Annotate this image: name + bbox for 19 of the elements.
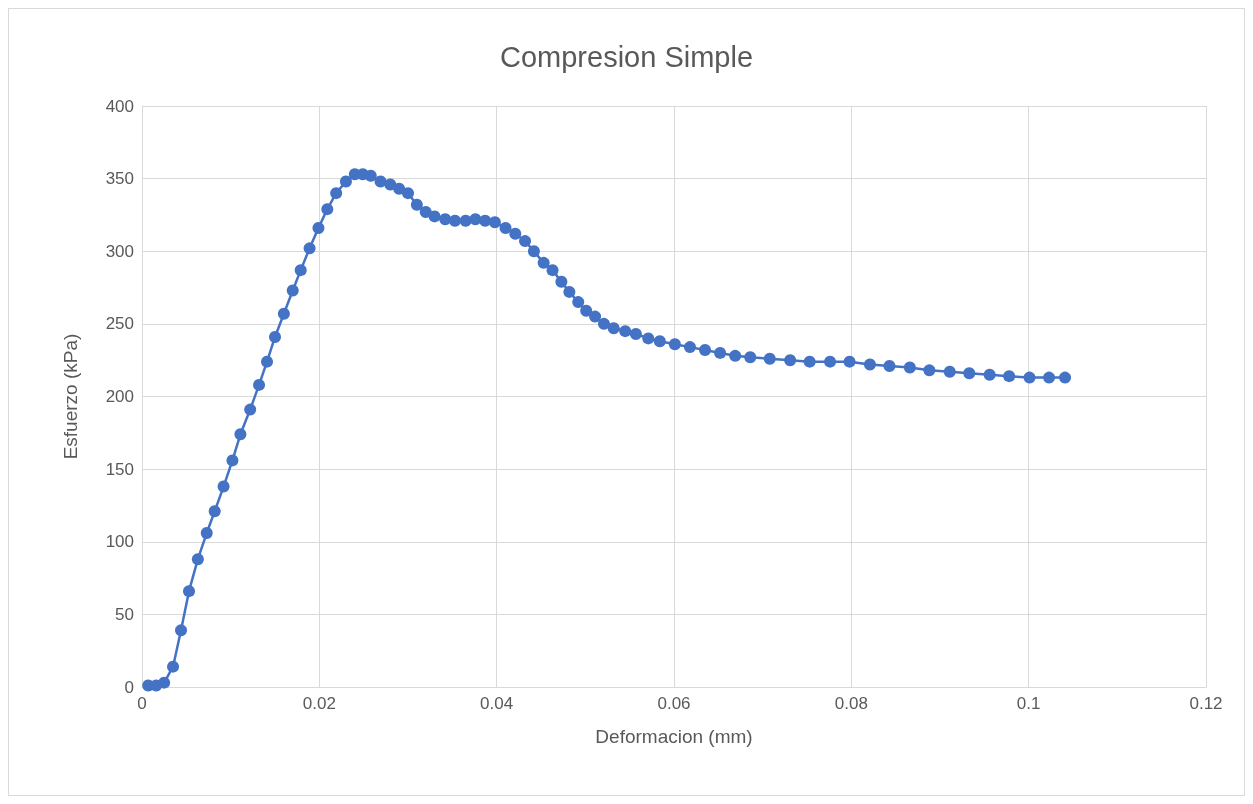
x-tick-label: 0.02 (302, 694, 336, 713)
y-tick-label: 100 (105, 532, 134, 552)
y-tick-label: 350 (105, 169, 134, 189)
y-tick-label: 400 (105, 96, 134, 116)
x-tick-label: 0.12 (1189, 694, 1223, 713)
y-tick-label: 250 (105, 314, 134, 334)
x-tick-label: 0.08 (834, 694, 868, 713)
x-axis-title: Deformacion (mm) (595, 726, 753, 747)
y-axis-title: Esfuerzo (kPa) (60, 333, 81, 460)
y-tick-label: 50 (115, 604, 134, 624)
x-tick-label: 0 (137, 694, 147, 713)
x-tick-label: 0.06 (657, 694, 691, 713)
x-tick-label: 0.04 (480, 694, 514, 713)
y-tick-label: 200 (105, 387, 134, 406)
y-tick-label: 300 (105, 241, 134, 261)
x-tick-label: 0.1 (1016, 694, 1041, 713)
y-tick-label: 150 (105, 459, 134, 479)
y-tick-label: 0 (124, 677, 134, 697)
chart-title: Compresion Simple (499, 40, 754, 73)
